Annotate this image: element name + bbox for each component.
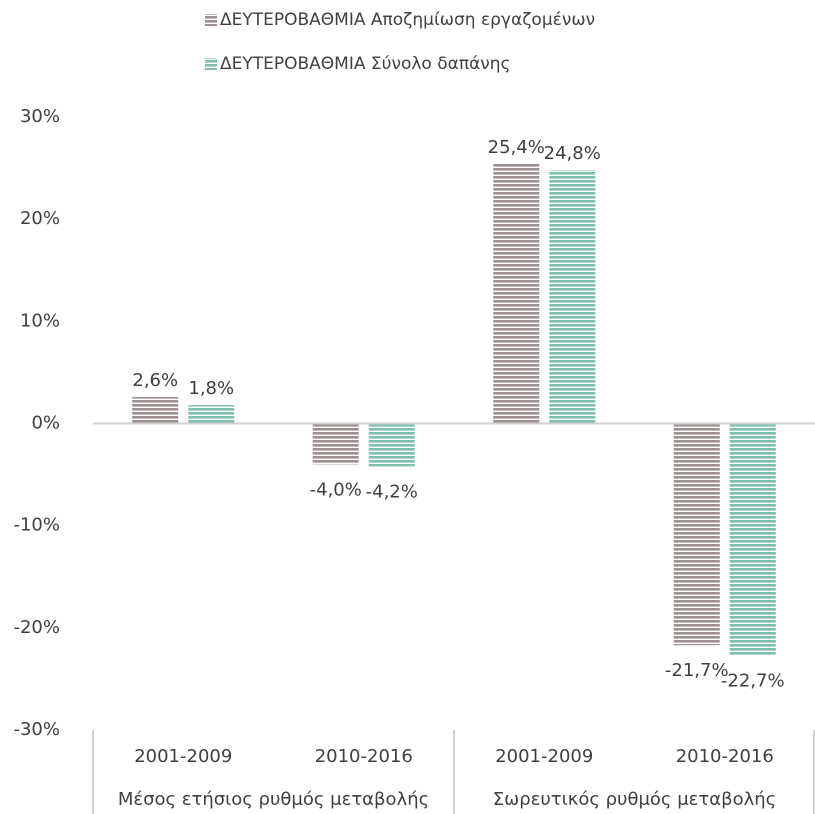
y-tick-label: 10% [20,310,60,331]
y-tick-label: 0% [31,413,60,434]
data-label: 24,8% [544,143,601,164]
bar [549,170,596,424]
data-label: 25,4% [488,137,545,158]
x-tick-label: 2010-2016 [676,746,774,767]
bar [188,405,235,424]
y-tick-label: -20% [13,617,60,638]
x-tick-label: 2010-2016 [315,746,413,767]
data-label: -21,7% [665,660,729,681]
data-label: 1,8% [188,378,234,399]
data-label: 2,6% [132,370,178,391]
legend-label: ΔΕΥΤΕΡΟΒΑΘΜΙΑ Σύνολο δαπάνης [220,54,511,74]
y-tick-label: -30% [13,719,60,740]
bar [312,423,359,465]
legend-label: ΔΕΥΤΕΡΟΒΑΘΜΙΑ Αποζημίωση εργαζομένων [220,10,595,30]
bar [132,396,179,424]
bar [673,423,720,646]
group-label: Σωρευτικός ρυθμός μεταβολής [493,789,776,810]
y-tick-label: 20% [20,208,60,229]
legend-swatch [205,58,217,70]
legend-swatch [205,14,217,26]
data-label: -4,2% [366,481,418,502]
bar [493,163,540,424]
bar [729,423,776,656]
y-tick-label: -10% [13,515,60,536]
x-tick-label: 2001-2009 [495,746,593,767]
data-label: -22,7% [721,670,785,691]
y-tick-label: 30% [20,106,60,127]
data-label: -4,0% [310,479,362,500]
bar [368,423,415,467]
x-tick-label: 2001-2009 [134,746,232,767]
group-label: Μέσος ετήσιος ρυθμός μεταβολής [118,789,429,810]
